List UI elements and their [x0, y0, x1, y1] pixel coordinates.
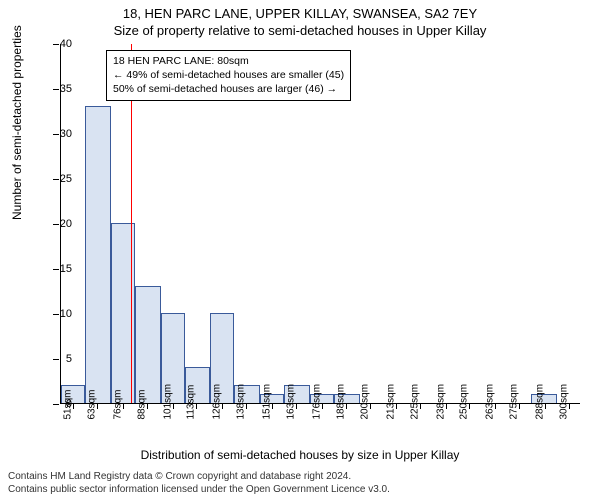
- annotation-line: 18 HEN PARC LANE: 80sqm: [113, 54, 344, 68]
- chart-container: 18, HEN PARC LANE, UPPER KILLAY, SWANSEA…: [0, 0, 600, 500]
- x-axis-label: Distribution of semi-detached houses by …: [0, 448, 600, 462]
- y-tick-label: 15: [60, 263, 72, 275]
- y-tick: [53, 179, 59, 180]
- y-tick: [53, 359, 59, 360]
- x-tick: [196, 403, 197, 409]
- y-tick-label: 35: [60, 83, 72, 95]
- y-tick: [53, 89, 59, 90]
- y-tick: [53, 269, 59, 270]
- y-tick: [53, 404, 59, 405]
- histogram-bar: [85, 106, 111, 403]
- annotation-line: ← 49% of semi-detached houses are smalle…: [113, 68, 344, 82]
- y-tick-label: 10: [60, 308, 72, 320]
- histogram-bar: [135, 286, 161, 403]
- annotation-line: 50% of semi-detached houses are larger (…: [113, 82, 344, 96]
- plot-area: 18 HEN PARC LANE: 80sqm← 49% of semi-det…: [60, 44, 580, 404]
- y-tick: [53, 224, 59, 225]
- footer-line-1: Contains HM Land Registry data © Crown c…: [8, 470, 390, 483]
- y-tick: [53, 134, 59, 135]
- page-title: 18, HEN PARC LANE, UPPER KILLAY, SWANSEA…: [0, 0, 600, 21]
- x-tick: [469, 403, 470, 409]
- annotation-box: 18 HEN PARC LANE: 80sqm← 49% of semi-det…: [106, 50, 351, 101]
- x-tick: [222, 403, 223, 409]
- footer-attribution: Contains HM Land Registry data © Crown c…: [8, 470, 390, 496]
- y-tick: [53, 314, 59, 315]
- y-tick-label: 5: [66, 353, 72, 365]
- page-subtitle: Size of property relative to semi-detach…: [0, 21, 600, 38]
- y-axis-label: Number of semi-detached properties: [10, 25, 24, 220]
- y-tick-label: 40: [60, 38, 72, 50]
- y-tick-label: 25: [60, 173, 72, 185]
- y-tick-label: 30: [60, 128, 72, 140]
- y-tick: [53, 44, 59, 45]
- y-tick-label: 20: [60, 218, 72, 230]
- footer-line-2: Contains public sector information licen…: [8, 483, 390, 496]
